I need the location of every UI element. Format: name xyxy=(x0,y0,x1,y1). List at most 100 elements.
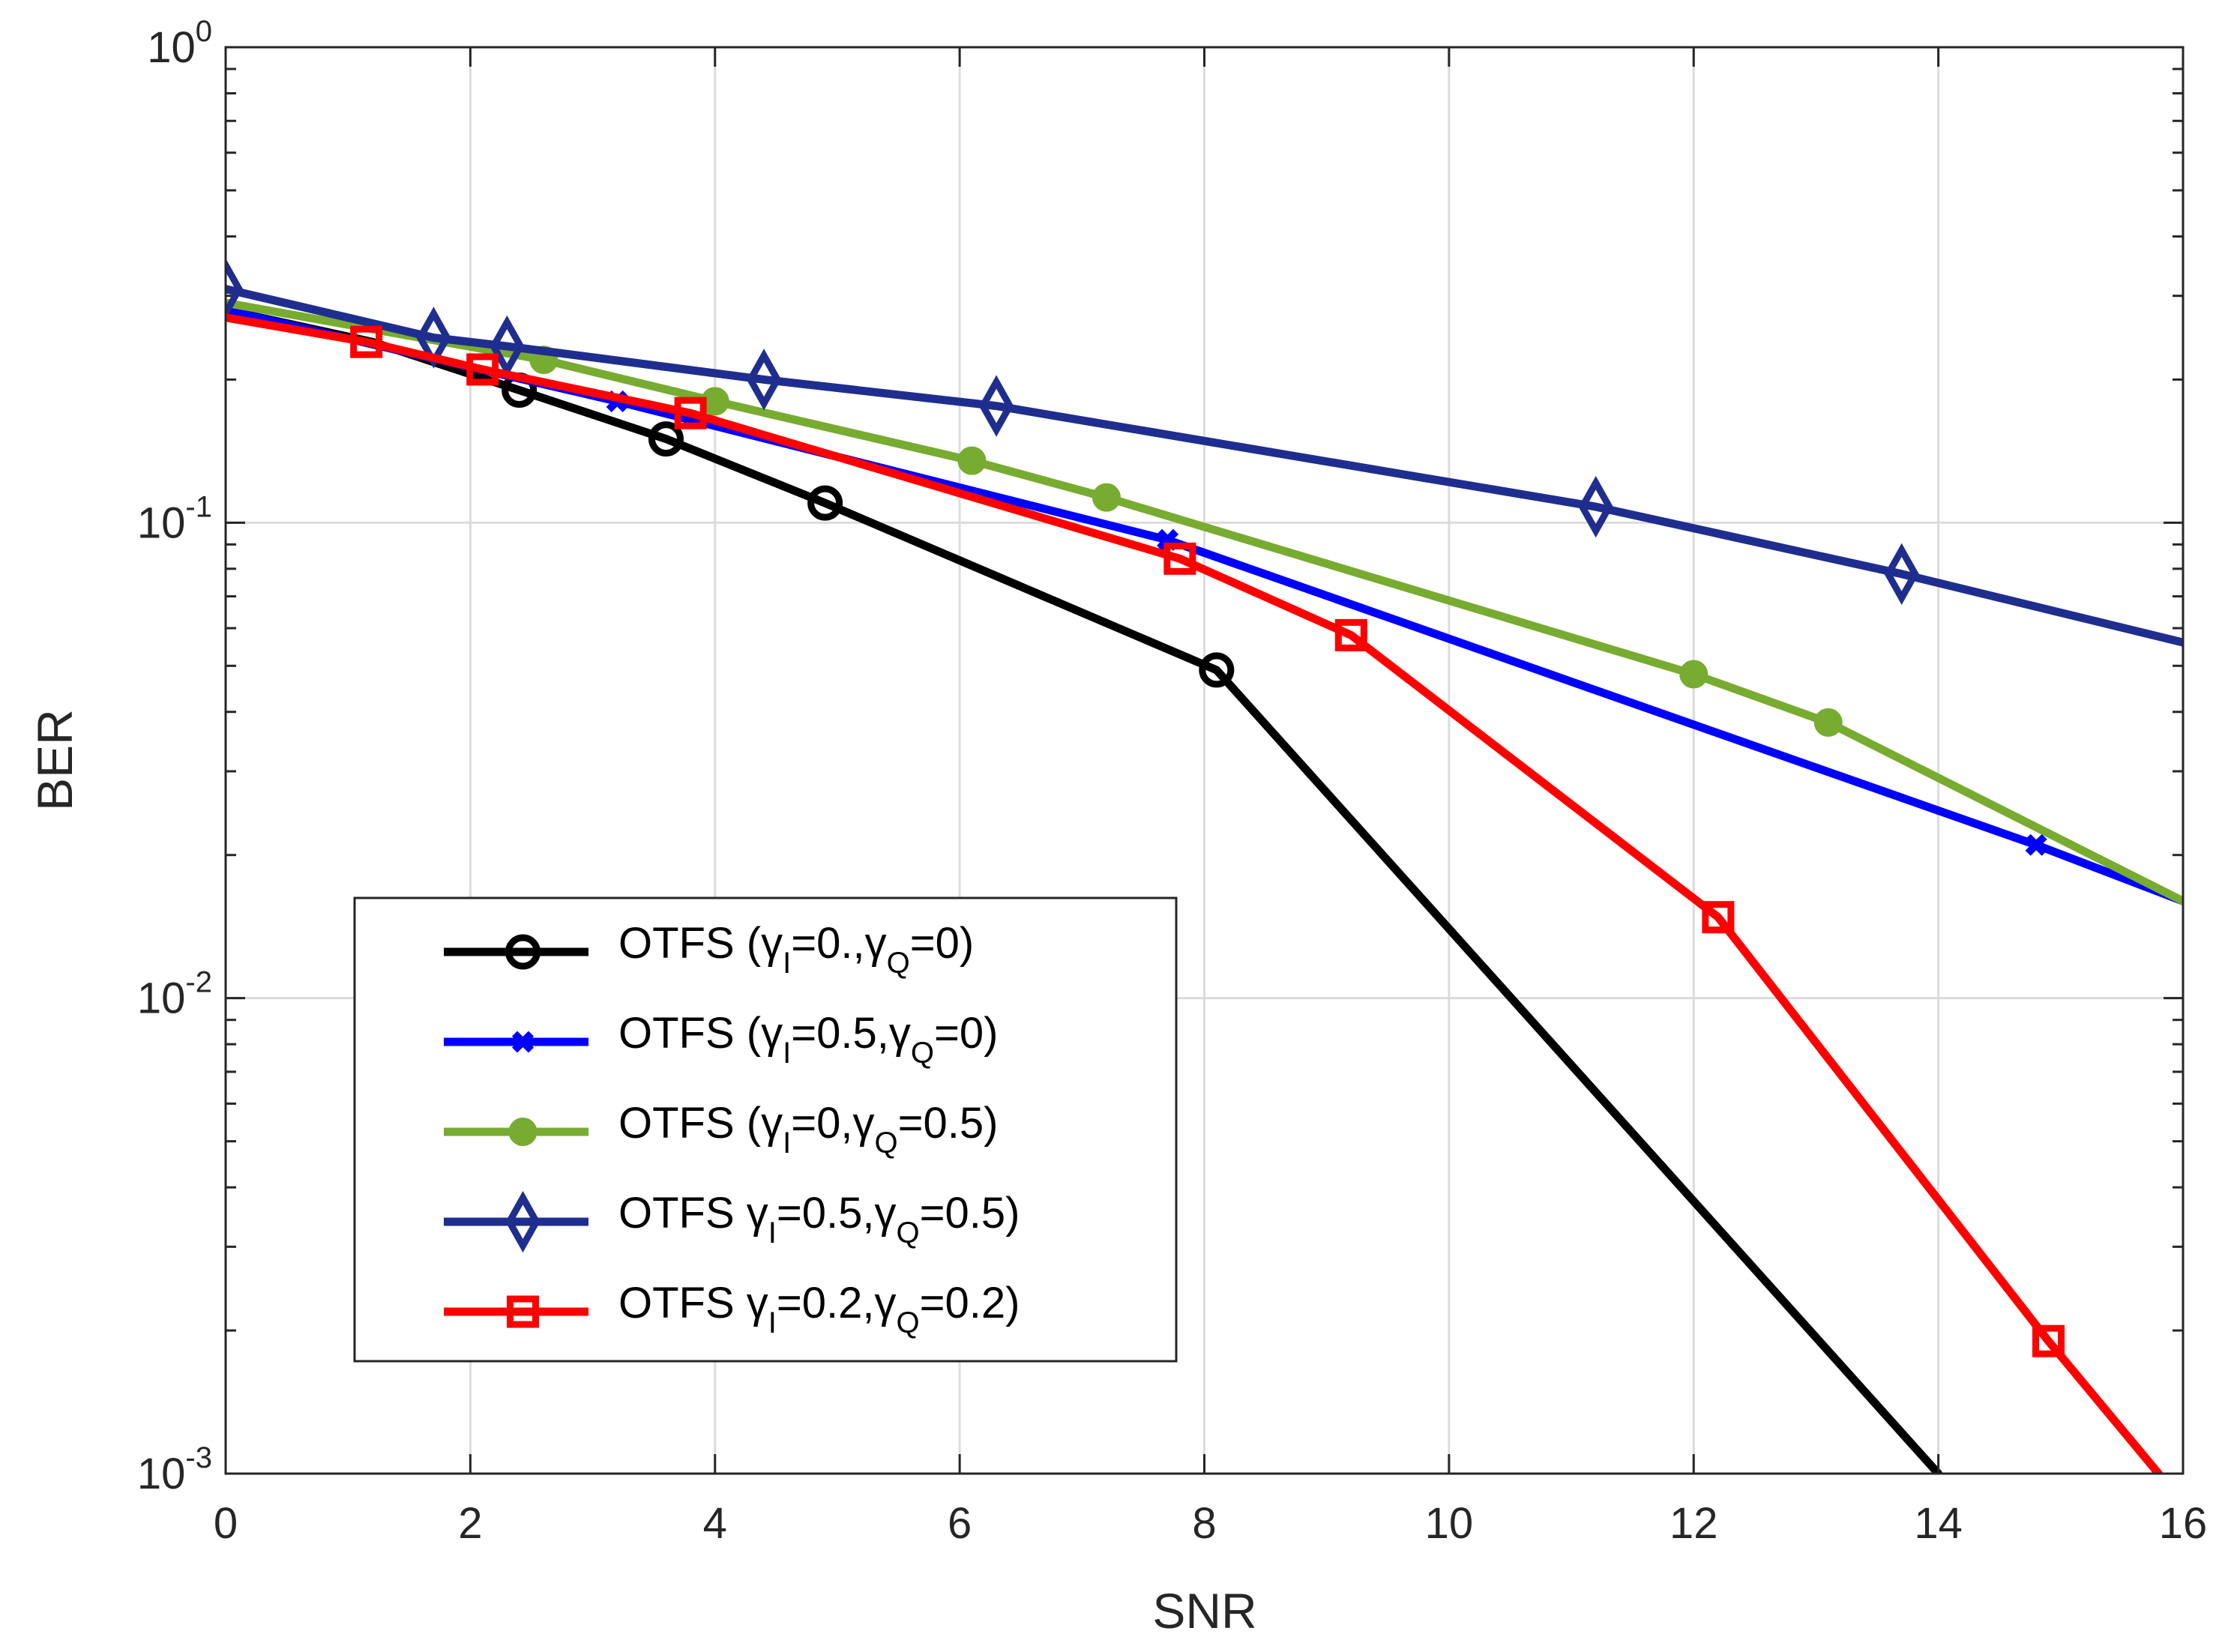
minor-ticks xyxy=(226,67,2183,1332)
data-marker xyxy=(226,258,244,320)
y-tick-label: 10-3 xyxy=(137,1441,212,1498)
series-4 xyxy=(226,313,2163,1474)
x-tick-label: 14 xyxy=(1914,1499,1963,1548)
data-marker xyxy=(1813,708,1843,737)
legend-label: OTFS (γI=0.,γQ=0) xyxy=(618,919,974,980)
legend-g2: γ xyxy=(852,1099,874,1148)
x-tick-label: 6 xyxy=(948,1499,972,1548)
legend-s2: Q xyxy=(911,1037,934,1070)
legend-g2: γ xyxy=(865,919,887,968)
legend-v2: =0.5) xyxy=(898,1099,999,1148)
legend-prefix: OTFS xyxy=(618,1279,747,1327)
legend-marker xyxy=(505,934,541,970)
y-tick-exponent: -2 xyxy=(185,966,212,999)
legend-g2: γ xyxy=(875,1189,897,1238)
series-line xyxy=(226,313,2163,1474)
legend-s2: Q xyxy=(887,947,910,980)
legend-marker xyxy=(505,1190,541,1253)
data-marker xyxy=(2032,1324,2065,1357)
data-marker xyxy=(1334,618,1367,651)
legend-entry: OTFS γI=0.2,γQ=0.2) xyxy=(444,1279,1020,1339)
data-marker xyxy=(1679,660,1708,689)
legend-prefix: OTFS ( xyxy=(618,1009,761,1058)
y-tick-exponent: 0 xyxy=(196,15,212,48)
data-marker xyxy=(957,446,987,475)
x-tick-label: 4 xyxy=(703,1499,727,1548)
legend-s1: I xyxy=(768,1306,777,1339)
legend-v1: =0.5, xyxy=(777,1189,875,1238)
legend-v2: =0) xyxy=(910,919,974,968)
legend-marker xyxy=(511,1031,535,1053)
legend-g1: γ xyxy=(747,1279,768,1327)
legend-entry: OTFS (γI=0,γQ=0.5) xyxy=(444,1099,998,1160)
legend-entry: OTFS γI=0.5,γQ=0.5) xyxy=(444,1189,1020,1253)
legend-g1: γ xyxy=(761,919,783,968)
y-axis-label: BER xyxy=(27,709,82,811)
x-tick-label: 2 xyxy=(458,1499,482,1548)
legend-g1: γ xyxy=(761,1009,783,1058)
legend-s1: I xyxy=(768,1217,777,1249)
x-tick-label: 0 xyxy=(214,1499,238,1548)
legend-s2: Q xyxy=(874,1127,897,1160)
legend-s2: Q xyxy=(897,1306,920,1339)
x-axis-label: SNR xyxy=(1152,1583,1256,1639)
legend-g2: γ xyxy=(875,1279,897,1327)
legend-s1: I xyxy=(783,1127,791,1160)
legend: OTFS (γI=0.,γQ=0)OTFS (γI=0.5,γQ=0)OTFS … xyxy=(353,896,1178,1363)
data-marker xyxy=(1092,483,1121,512)
data-marker xyxy=(648,421,684,457)
series-layer xyxy=(226,258,2183,1474)
data-marker xyxy=(807,485,843,521)
x-tick-label: 12 xyxy=(1670,1499,1718,1548)
legend-label: OTFS (γI=0,γQ=0.5) xyxy=(618,1099,998,1160)
data-marker xyxy=(1199,652,1235,688)
data-marker xyxy=(978,375,1014,437)
y-tick-base: 10 xyxy=(147,23,196,72)
series-3 xyxy=(226,258,2183,647)
x-tick-label: 8 xyxy=(1192,1499,1216,1548)
x-axis-ticks: 0 2 4 6 8 10 12 14 16 xyxy=(214,47,2207,1548)
x-stroke xyxy=(2025,833,2047,856)
legend-marker xyxy=(508,1118,538,1146)
legend-label: OTFS γI=0.2,γQ=0.2) xyxy=(618,1279,1020,1339)
legend-v2: =0) xyxy=(934,1009,998,1058)
y-tick-label: 10-2 xyxy=(137,966,212,1023)
legend-v2: =0.5) xyxy=(920,1189,1020,1238)
y-tick-exponent: -3 xyxy=(185,1441,212,1474)
legend-entry: OTFS (γI=0.5,γQ=0) xyxy=(444,1009,998,1070)
data-marker xyxy=(466,353,499,386)
legend-marker xyxy=(507,1295,539,1328)
legend-prefix: OTFS ( xyxy=(618,1099,761,1148)
legend-v1: =0., xyxy=(791,919,864,968)
x-stroke xyxy=(511,1031,535,1053)
legend-g1: γ xyxy=(747,1189,768,1238)
legend-label: OTFS γI=0.5,γQ=0.5) xyxy=(618,1189,1020,1249)
data-marker xyxy=(1702,901,1735,934)
series-line xyxy=(226,298,2183,905)
data-marker xyxy=(490,315,525,378)
y-tick-base: 10 xyxy=(137,498,186,547)
legend-s1: I xyxy=(783,947,791,980)
x-stroke xyxy=(1157,528,1179,551)
x-tick-label: 10 xyxy=(1425,1499,1474,1548)
legend-v2: =0.2) xyxy=(920,1279,1020,1327)
legend-v1: =0.2, xyxy=(777,1279,875,1327)
legend-g2: γ xyxy=(889,1009,911,1058)
series-2 xyxy=(226,298,2183,905)
legend-v1: =0.5, xyxy=(791,1009,889,1058)
data-marker xyxy=(1884,543,1919,605)
data-marker xyxy=(1578,475,1613,538)
y-tick-base: 10 xyxy=(137,974,186,1023)
data-marker xyxy=(350,325,383,358)
legend-v1: =0, xyxy=(791,1099,852,1148)
y-tick-exponent: -1 xyxy=(185,490,212,523)
data-marker xyxy=(2025,833,2047,856)
legend-entry: OTFS (γI=0.,γQ=0) xyxy=(444,919,974,980)
legend-g1: γ xyxy=(761,1099,783,1148)
legend-label: OTFS (γI=0.5,γQ=0) xyxy=(618,1009,998,1070)
data-marker xyxy=(746,349,782,411)
y-tick-label: 10-1 xyxy=(137,490,212,547)
y-tick-label: 100 xyxy=(147,15,212,72)
x-tick-label: 16 xyxy=(2159,1499,2208,1548)
